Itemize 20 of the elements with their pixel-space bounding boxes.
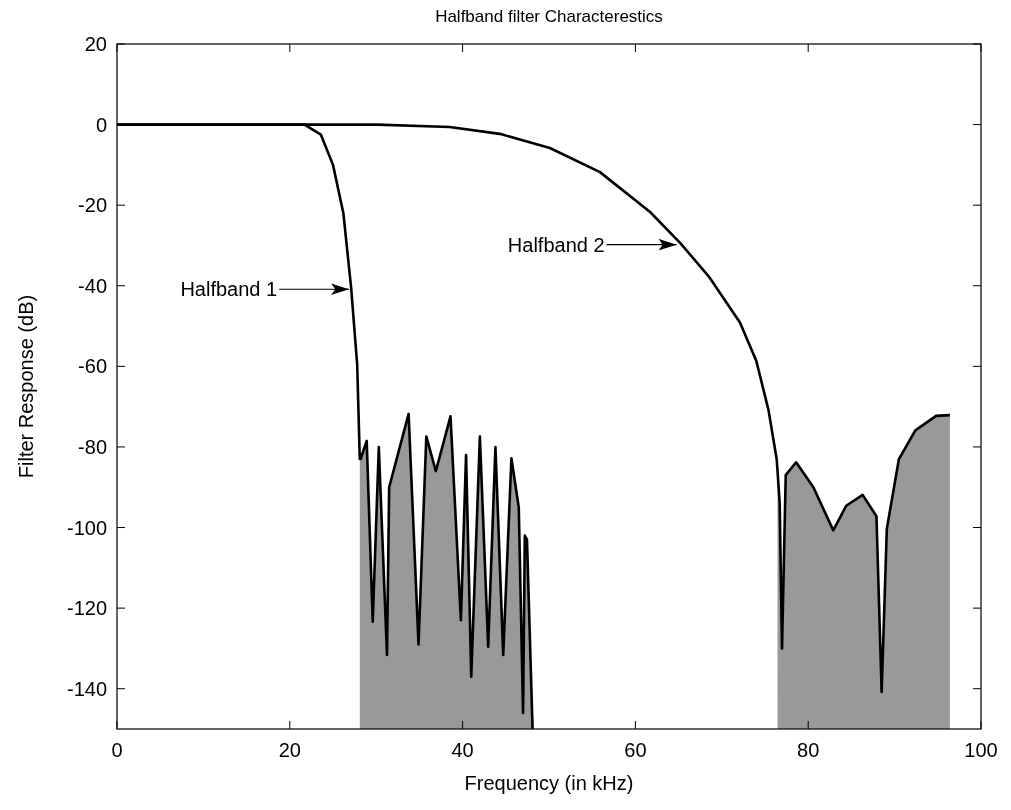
y-tick-label: -40: [78, 274, 107, 297]
y-tick-label: -60: [78, 355, 107, 378]
y-tick-label: -80: [78, 435, 107, 458]
x-axis-title: Frequency (in kHz): [464, 772, 634, 794]
y-tick-label: -120: [66, 597, 107, 620]
x-tick-label: 60: [624, 739, 647, 761]
annotation: Halfband 2: [507, 233, 605, 256]
y-tick-label: -20: [78, 194, 107, 217]
x-tick-label: 20: [278, 739, 301, 761]
y-tick-label: 20: [84, 33, 107, 55]
x-tick-label: 80: [797, 739, 820, 761]
y-axis-title: Filter Response (dB): [15, 294, 37, 479]
y-tick-label: 0: [95, 113, 107, 136]
x-tick-label: 0: [111, 739, 123, 761]
chart-title: Halfband filter Characterestics: [435, 7, 663, 26]
annotation: Halfband 1: [180, 278, 278, 301]
x-tick-label: 100: [964, 739, 998, 761]
y-tick-label: -100: [66, 516, 107, 539]
x-tick-label: 40: [451, 739, 474, 761]
y-tick-label: -140: [66, 677, 107, 700]
